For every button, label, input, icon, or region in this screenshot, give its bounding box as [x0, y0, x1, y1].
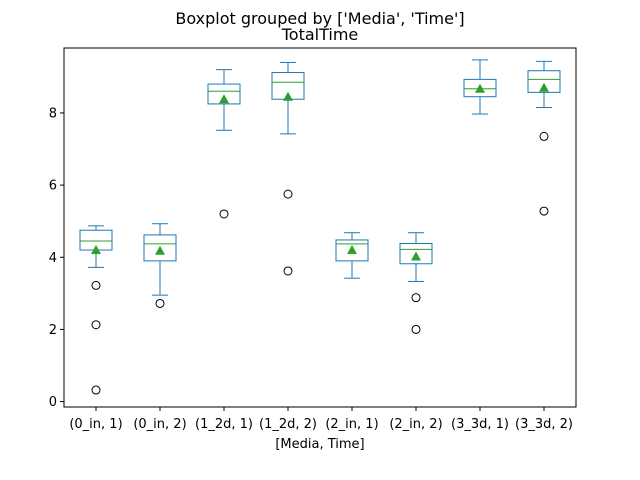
flier-point [91, 320, 101, 330]
box [463, 78, 497, 98]
mean-marker [347, 245, 357, 255]
x-tick-label: (2_in, 1) [325, 417, 378, 432]
x-tick-label: (3_3d, 2) [515, 417, 573, 432]
box-group [335, 232, 369, 279]
x-axis-label: [Media, Time] [275, 437, 364, 452]
box-group [207, 69, 241, 219]
mean-marker [411, 251, 421, 261]
x-tick-label: (1_2d, 1) [195, 417, 253, 432]
box [335, 239, 369, 262]
flier-point [283, 189, 293, 199]
flier-point [219, 209, 229, 219]
mean-marker [475, 83, 485, 93]
plot-area [79, 59, 561, 395]
box-group [463, 59, 497, 115]
mean-marker [155, 245, 165, 255]
y-tick-label: 2 [49, 323, 57, 338]
mean-marker [219, 94, 229, 104]
flier-point [283, 266, 293, 276]
box [399, 243, 433, 265]
flier-point [91, 280, 101, 290]
box [207, 83, 241, 105]
chart-suptitle: Boxplot grouped by ['Media', 'Time'] [175, 9, 464, 28]
x-axis: (0_in, 1) (0_in, 2) (1_2d, 1) (1_2d, 2) (2_i… [69, 407, 573, 432]
mean-marker [283, 91, 293, 101]
box-group [399, 232, 433, 334]
x-tick-label: (3_3d, 1) [451, 417, 509, 432]
y-axis: 0 2 4 6 8 [49, 106, 64, 410]
y-tick-label: 6 [49, 179, 57, 194]
box-group [143, 223, 177, 308]
flier-point [411, 293, 421, 303]
flier-point [539, 206, 549, 216]
x-tick-label: (2_in, 2) [389, 417, 442, 432]
x-tick-label: (0_in, 2) [133, 417, 186, 432]
flier-point [91, 385, 101, 395]
box-group [527, 60, 561, 216]
box-group [271, 61, 305, 276]
chart-title: TotalTime [281, 25, 359, 44]
flier-point [155, 298, 165, 308]
y-tick-label: 8 [49, 106, 57, 121]
axes-frame [63, 47, 577, 408]
x-tick-label: (0_in, 1) [69, 417, 122, 432]
mean-marker [91, 245, 101, 255]
box-group [79, 225, 113, 395]
flier-point [411, 324, 421, 334]
box [143, 234, 177, 262]
y-tick-label: 4 [49, 251, 57, 266]
mean-marker [539, 82, 549, 92]
x-tick-label: (1_2d, 2) [259, 417, 317, 432]
box [527, 70, 561, 93]
flier-point [539, 131, 549, 141]
y-tick-label: 0 [49, 395, 57, 410]
